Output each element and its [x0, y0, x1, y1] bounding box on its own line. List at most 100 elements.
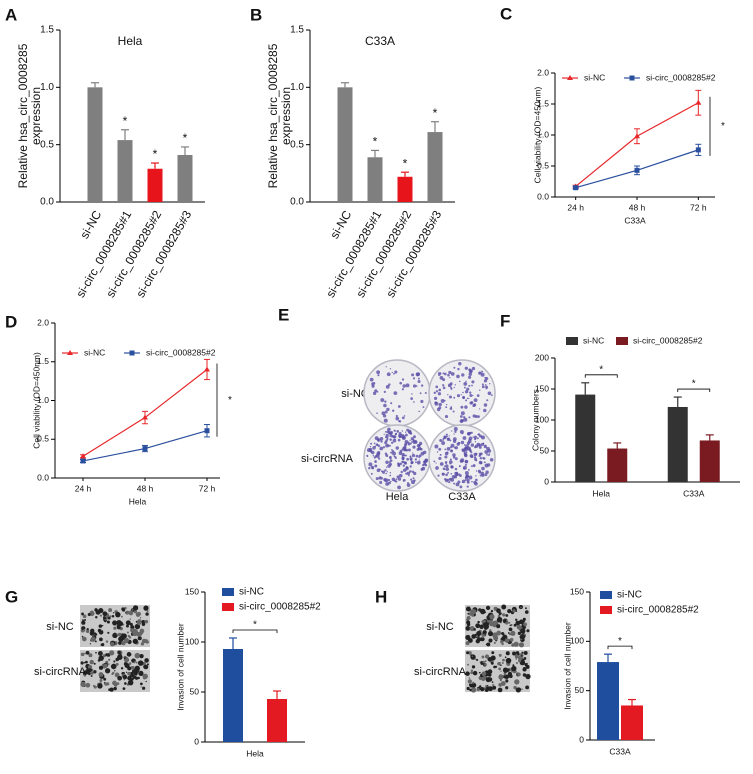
- cell: [526, 677, 529, 679]
- colony: [462, 465, 467, 470]
- colony: [442, 386, 446, 390]
- y-axis-label: Invasion of cell number: [175, 623, 185, 711]
- colony: [453, 426, 458, 431]
- cell: [515, 687, 521, 693]
- cell: [523, 657, 527, 660]
- legend-label: si-NC: [617, 590, 642, 601]
- significance-label: *: [253, 620, 257, 631]
- cell: [106, 653, 108, 656]
- colony: [383, 390, 387, 394]
- y-tick-label: 100: [570, 636, 584, 646]
- colony: [405, 466, 409, 471]
- significance-label: *: [433, 106, 438, 120]
- panel-letter: E: [278, 305, 289, 324]
- colony: [468, 375, 472, 379]
- cell: [127, 671, 131, 676]
- cell: [522, 620, 525, 623]
- cell: [124, 606, 127, 610]
- y-axis-label: expression: [29, 87, 43, 145]
- cell: [490, 609, 494, 613]
- cell: [496, 616, 503, 623]
- colony: [472, 394, 474, 397]
- colony: [418, 441, 423, 446]
- cell: [482, 630, 487, 635]
- colony: [438, 447, 442, 451]
- colony: [444, 455, 448, 459]
- colony: [408, 448, 411, 452]
- colony: [467, 443, 469, 446]
- colony: [396, 475, 400, 479]
- cell: [136, 676, 139, 679]
- cell: [106, 682, 110, 686]
- cell: [500, 664, 502, 667]
- colony: [370, 442, 373, 445]
- cell: [93, 670, 97, 674]
- cell: [490, 661, 494, 665]
- colony: [411, 453, 416, 458]
- cell: [499, 621, 502, 623]
- colony: [436, 407, 441, 412]
- cell: [484, 611, 487, 614]
- cell: [509, 637, 514, 642]
- cell: [125, 612, 127, 614]
- cell: [465, 606, 471, 612]
- cell: [507, 608, 512, 614]
- colony: [398, 473, 403, 478]
- cell: [81, 635, 84, 638]
- cell: [517, 631, 522, 636]
- colony: [461, 479, 466, 484]
- y-tick-label: 0: [544, 476, 549, 486]
- colony: [433, 460, 436, 463]
- colony: [454, 472, 456, 474]
- cell: [97, 628, 102, 633]
- colony: [484, 376, 487, 379]
- colony: [376, 453, 378, 456]
- y-axis-label: Cell viability (OD=450nm): [31, 352, 41, 449]
- colony: [402, 480, 405, 482]
- chart-title: C33A: [365, 34, 395, 48]
- colony: [379, 480, 383, 485]
- significance-label: *: [599, 364, 603, 375]
- cell: [491, 681, 494, 684]
- colony: [403, 461, 407, 464]
- colony: [477, 415, 480, 418]
- cell: [95, 651, 97, 654]
- colony: [448, 460, 453, 464]
- colony: [403, 415, 406, 417]
- colony: [380, 470, 383, 473]
- colony: [447, 373, 450, 377]
- colony: [475, 470, 478, 472]
- colony: [472, 464, 476, 468]
- panel-letter: B: [250, 5, 262, 24]
- cell: [127, 666, 132, 671]
- colony: [464, 366, 468, 370]
- colony: [409, 432, 413, 435]
- cell: [505, 614, 509, 617]
- cell: [501, 604, 507, 610]
- colony: [452, 453, 456, 457]
- colony: [483, 403, 488, 407]
- colony: [443, 435, 447, 439]
- cell: [85, 650, 90, 655]
- colony: [488, 453, 491, 456]
- cell: [86, 627, 89, 631]
- cell: [500, 640, 504, 644]
- colony: [454, 467, 458, 471]
- colony: [465, 399, 467, 402]
- significance-label: *: [403, 156, 408, 170]
- colony: [388, 461, 391, 464]
- colony: [390, 441, 394, 444]
- colony: [436, 451, 439, 453]
- colony: [475, 459, 478, 462]
- cell: [484, 663, 487, 666]
- bar: [667, 406, 688, 482]
- cell: [129, 618, 131, 620]
- cell: [141, 638, 147, 644]
- cell: [137, 636, 142, 641]
- colony: [479, 371, 481, 374]
- bar: [597, 662, 619, 740]
- cell: [505, 621, 509, 625]
- colony: [377, 374, 380, 377]
- colony: [464, 463, 468, 466]
- cell: [515, 657, 518, 660]
